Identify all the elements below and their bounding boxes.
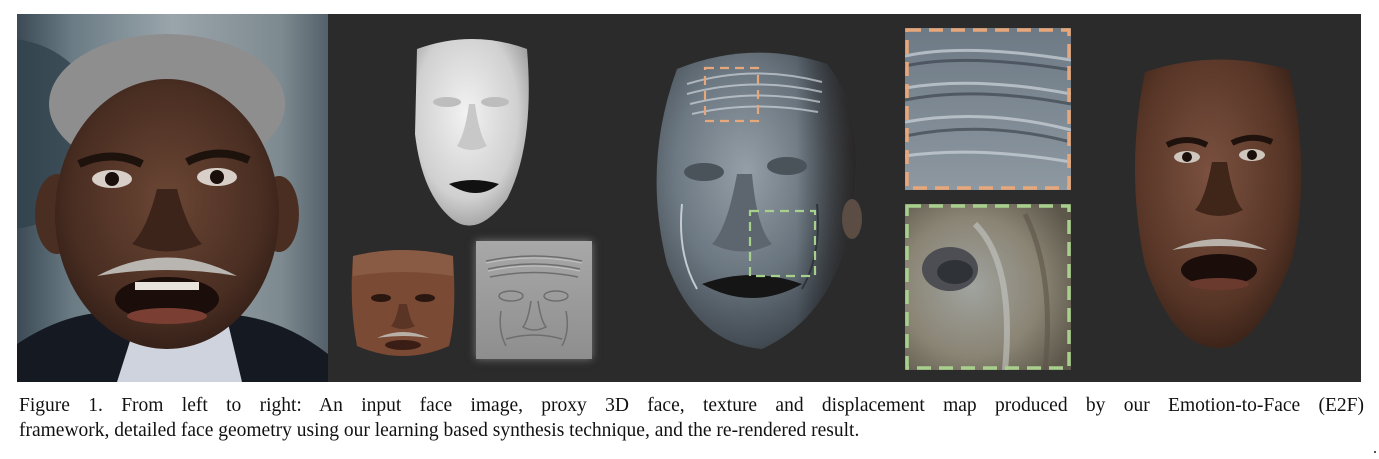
figure-caption: Figure 1. From left to right: An input f… bbox=[19, 393, 1364, 443]
caption-line-2: framework, detailed face geometry using … bbox=[19, 420, 860, 441]
detailed-face-geometry bbox=[642, 44, 862, 359]
displacement-map bbox=[476, 241, 592, 359]
figure-panel bbox=[17, 14, 1361, 382]
re-rendered-result bbox=[1127, 50, 1307, 350]
corner-mark bbox=[1374, 451, 1376, 453]
input-face-image bbox=[17, 14, 328, 382]
nose-highlight-box bbox=[748, 209, 817, 278]
detail-crop-forehead bbox=[904, 28, 1072, 190]
forehead-highlight-box bbox=[703, 66, 760, 123]
caption-line-1: Figure 1. From left to right: An input f… bbox=[19, 395, 1364, 416]
texture-map bbox=[349, 246, 457, 361]
detail-crop-nose bbox=[905, 204, 1071, 371]
proxy-3d-face bbox=[407, 34, 537, 234]
